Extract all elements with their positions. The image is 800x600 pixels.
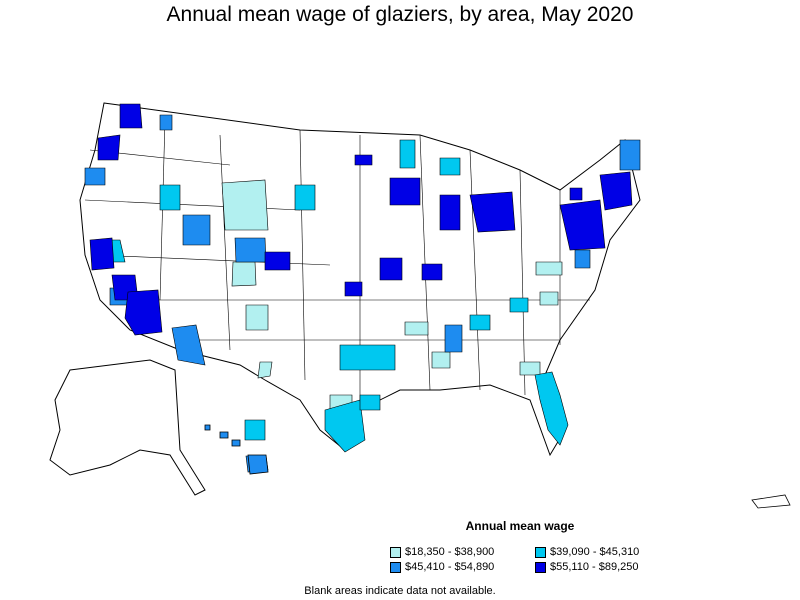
hawaii	[204, 424, 269, 475]
legend-label: $39,090 - $45,310	[550, 546, 640, 558]
legend-swatch	[390, 546, 401, 558]
legend-swatch	[535, 561, 546, 573]
alaska	[49, 359, 206, 496]
puerto-rico	[751, 494, 791, 509]
legend-item: $45,410 - $54,890	[390, 560, 494, 574]
legend-swatch	[535, 546, 546, 558]
legend-swatch	[390, 561, 401, 573]
legend-item: $55,110 - $89,250	[535, 560, 638, 574]
legend-item: $39,090 - $45,310	[535, 545, 639, 559]
lower-48-states	[79, 102, 641, 457]
legend-label: $18,350 - $38,900	[405, 546, 495, 558]
alaska-outline	[49, 359, 206, 496]
footnote: Blank areas indicate data not available.	[304, 585, 496, 597]
legend-item: $18,350 - $38,900	[390, 545, 494, 559]
legend-title: Annual mean wage	[465, 519, 575, 533]
legend-label: $55,110 - $89,250	[550, 561, 639, 573]
map-title: Annual mean wage of glaziers, by area, M…	[166, 3, 634, 26]
legend-label: $45,410 - $54,890	[405, 561, 495, 573]
